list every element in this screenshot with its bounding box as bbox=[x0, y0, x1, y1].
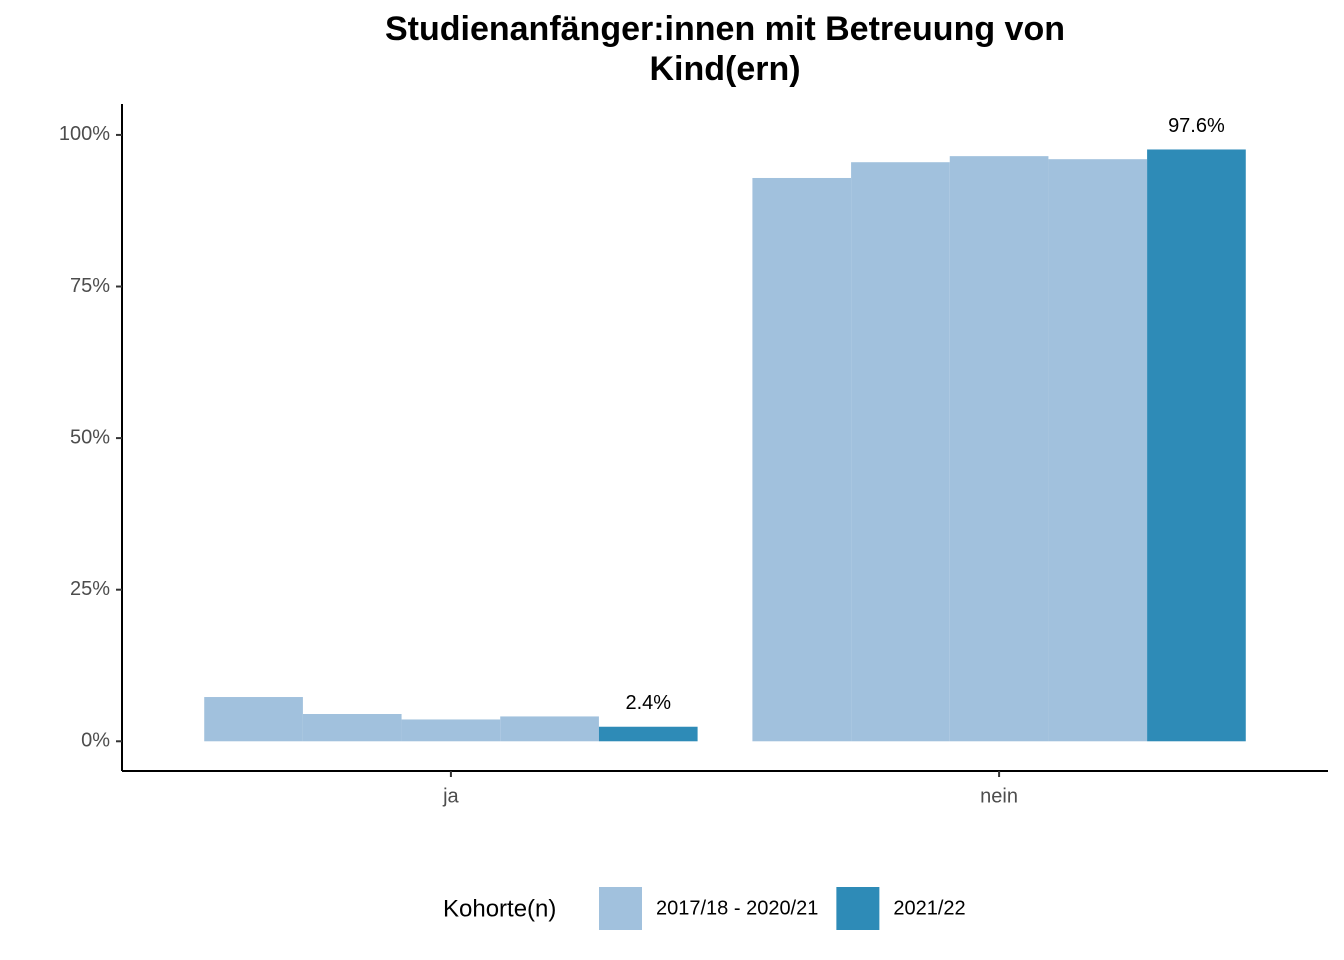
bar bbox=[500, 716, 599, 742]
x-tick-label: ja bbox=[442, 785, 459, 807]
value-label: 97.6% bbox=[1168, 115, 1225, 137]
y-tick-label: 25% bbox=[70, 578, 110, 600]
legend-label: 2017/18 - 2020/21 bbox=[656, 897, 818, 919]
bar bbox=[949, 156, 1049, 742]
chart-title: Kind(ern) bbox=[649, 50, 800, 88]
legend-title: Kohorte(n) bbox=[443, 895, 556, 922]
chart-title: Studienanfänger:innen mit Betreuung von bbox=[385, 10, 1065, 48]
bar bbox=[204, 697, 303, 742]
y-tick-label: 0% bbox=[81, 730, 110, 752]
legend-label: 2021/22 bbox=[893, 897, 965, 919]
bar bbox=[401, 719, 501, 742]
y-tick-label: 75% bbox=[70, 275, 110, 297]
bar bbox=[851, 162, 950, 742]
bar bbox=[1147, 149, 1246, 742]
bar bbox=[598, 726, 698, 742]
x-tick-label: nein bbox=[980, 785, 1018, 807]
y-tick-label: 50% bbox=[70, 426, 110, 448]
y-tick-label: 100% bbox=[59, 123, 110, 145]
legend-swatch bbox=[836, 887, 880, 930]
value-label: 2.4% bbox=[625, 692, 671, 714]
bar bbox=[752, 177, 852, 742]
legend-swatch bbox=[599, 887, 642, 930]
bar bbox=[302, 714, 402, 742]
bar bbox=[1048, 159, 1148, 742]
